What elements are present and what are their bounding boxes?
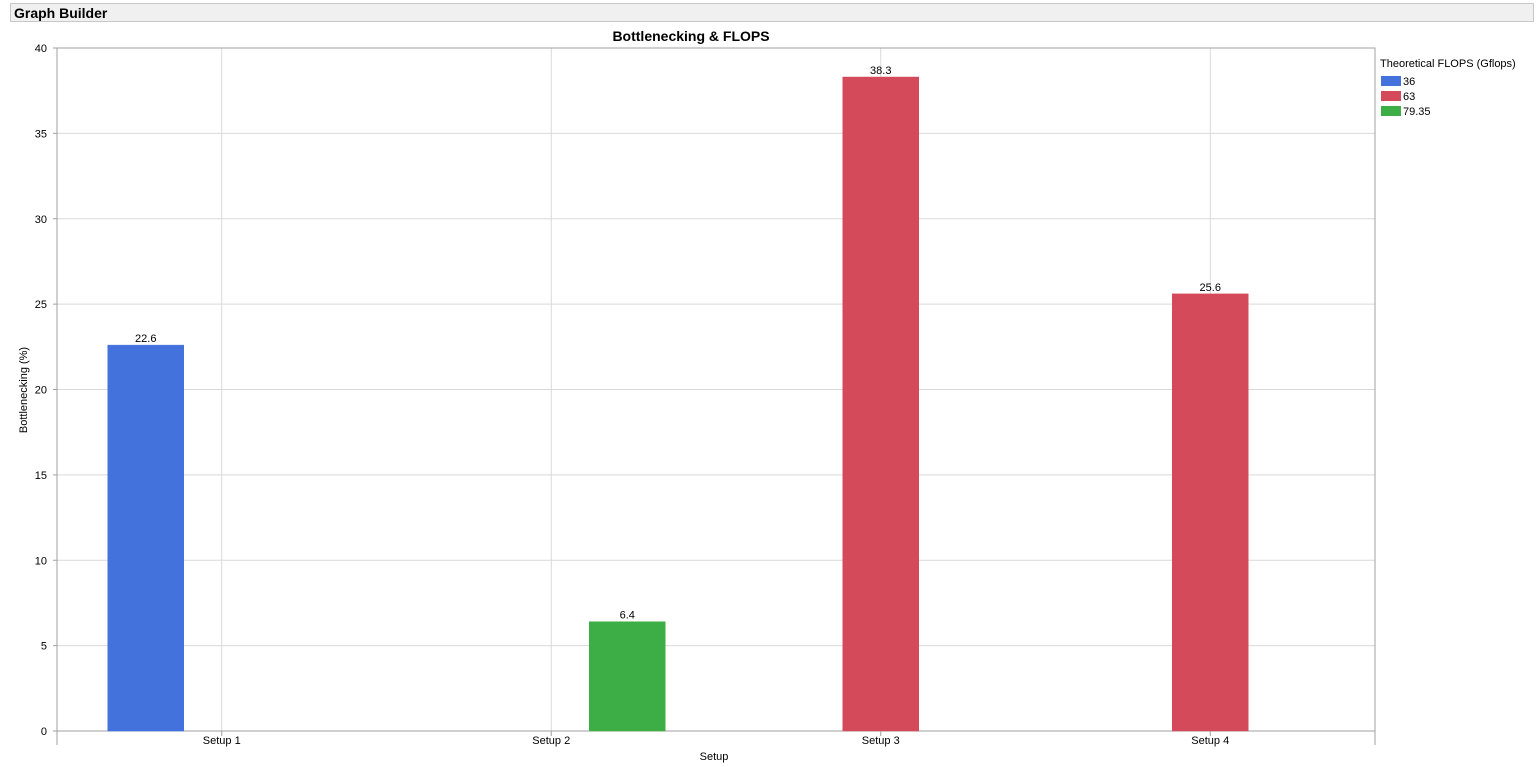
y-tick-label: 0 xyxy=(41,726,47,738)
y-tick-label: 15 xyxy=(35,470,47,482)
legend-title: Theoretical FLOPS (Gflops) xyxy=(1380,58,1516,70)
bar-setup-4[interactable] xyxy=(1172,293,1249,732)
legend[interactable]: Theoretical FLOPS (Gflops) 36 63 79.35 xyxy=(1380,58,1516,118)
x-axis-ticks: Setup 1 Setup 2 Setup 3 Setup 4 xyxy=(56,731,1376,747)
y-tick-label: 5 xyxy=(41,641,47,653)
y-axis-label: Bottlenecking (%) xyxy=(18,347,30,433)
x-axis-label: Setup xyxy=(700,751,729,763)
y-tick-label: 30 xyxy=(35,214,47,226)
y-tick-label: 25 xyxy=(35,299,47,311)
legend-label: 79.35 xyxy=(1403,106,1431,118)
y-tick-label: 40 xyxy=(35,43,47,55)
bar-value-label: 38.3 xyxy=(870,65,891,77)
chart-title: Bottlenecking & FLOPS xyxy=(612,28,769,44)
bar-setup-2[interactable] xyxy=(589,621,666,732)
x-tick-label: Setup 1 xyxy=(203,735,241,747)
y-tick-label: 10 xyxy=(35,555,47,567)
bar-group: 22.6 6.4 38.3 25.6 xyxy=(107,65,1249,732)
x-tick-label: Setup 3 xyxy=(862,735,900,747)
y-axis-ticks: 0 5 10 15 20 25 30 35 40 xyxy=(35,43,57,738)
bar-value-label: 22.6 xyxy=(135,333,156,345)
bar-value-label: 6.4 xyxy=(620,610,635,622)
window-title: Graph Builder xyxy=(14,5,108,21)
legend-swatch xyxy=(1381,76,1401,86)
legend-items: 36 63 79.35 xyxy=(1381,76,1431,118)
legend-label: 63 xyxy=(1403,91,1415,103)
x-tick-label: Setup 2 xyxy=(532,735,570,747)
legend-swatch xyxy=(1381,91,1401,101)
window-titlebar[interactable]: Graph Builder xyxy=(10,3,1534,22)
y-tick-label: 35 xyxy=(35,128,47,140)
legend-label: 36 xyxy=(1403,76,1415,88)
bar-setup-3[interactable] xyxy=(842,76,919,732)
bar-value-label: 25.6 xyxy=(1200,282,1221,294)
legend-swatch xyxy=(1381,106,1401,116)
y-tick-label: 20 xyxy=(35,385,47,397)
x-tick-label: Setup 4 xyxy=(1191,735,1229,747)
bar-setup-1[interactable] xyxy=(107,344,184,732)
